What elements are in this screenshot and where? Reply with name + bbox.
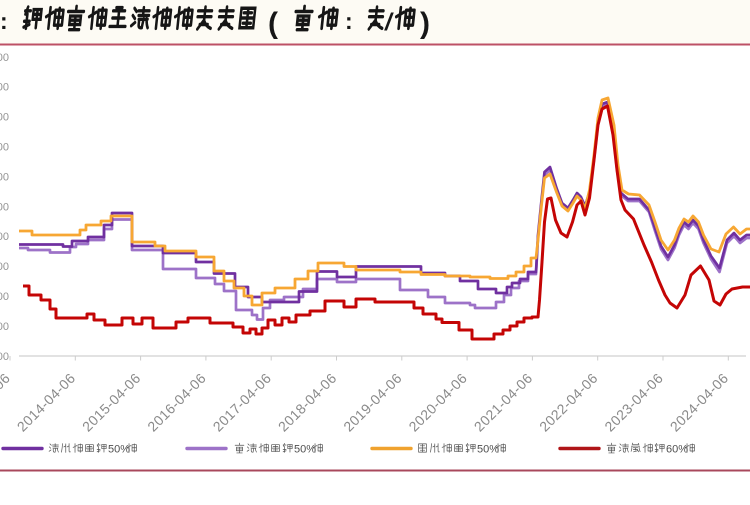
svg-text:2019-04-06: 2019-04-06 (340, 370, 405, 435)
svg-text:60%: 60% (666, 444, 688, 456)
svg-text:000: 000 (0, 142, 9, 154)
svg-text:50%: 50% (108, 444, 130, 456)
svg-text:2015-04-06: 2015-04-06 (79, 370, 144, 435)
svg-text::: : (0, 8, 8, 34)
svg-text:50%: 50% (294, 444, 316, 456)
svg-text:2017-04-06: 2017-04-06 (210, 370, 275, 435)
svg-text:2023-04-06: 2023-04-06 (601, 370, 666, 435)
svg-text:2018-04-06: 2018-04-06 (275, 370, 340, 435)
svg-text:(: ( (268, 7, 278, 40)
svg-text:/: / (384, 9, 394, 36)
svg-text:000: 000 (0, 82, 9, 94)
svg-text:000: 000 (0, 112, 9, 124)
svg-text:50%: 50% (477, 444, 499, 456)
svg-text:000: 000 (0, 291, 9, 303)
svg-text:000: 000 (0, 351, 9, 363)
svg-text:2013-04-06: 2013-04-06 (0, 370, 13, 435)
svg-text:2021-04-06: 2021-04-06 (471, 370, 536, 435)
svg-text:): ) (420, 7, 430, 40)
svg-text:2020-04-06: 2020-04-06 (405, 370, 470, 435)
svg-text:2016-04-06: 2016-04-06 (144, 370, 209, 435)
svg-text:2022-04-06: 2022-04-06 (536, 370, 601, 435)
svg-text:2014-04-06: 2014-04-06 (14, 370, 79, 435)
svg-text:2024-04-06: 2024-04-06 (667, 370, 732, 435)
svg-text:000: 000 (0, 261, 9, 273)
svg-text:000: 000 (0, 321, 9, 333)
svg-text:000: 000 (0, 231, 9, 243)
svg-text:000: 000 (0, 171, 9, 183)
svg-text:000: 000 (0, 52, 9, 64)
svg-text::: : (345, 8, 353, 34)
svg-text:000: 000 (0, 201, 9, 213)
